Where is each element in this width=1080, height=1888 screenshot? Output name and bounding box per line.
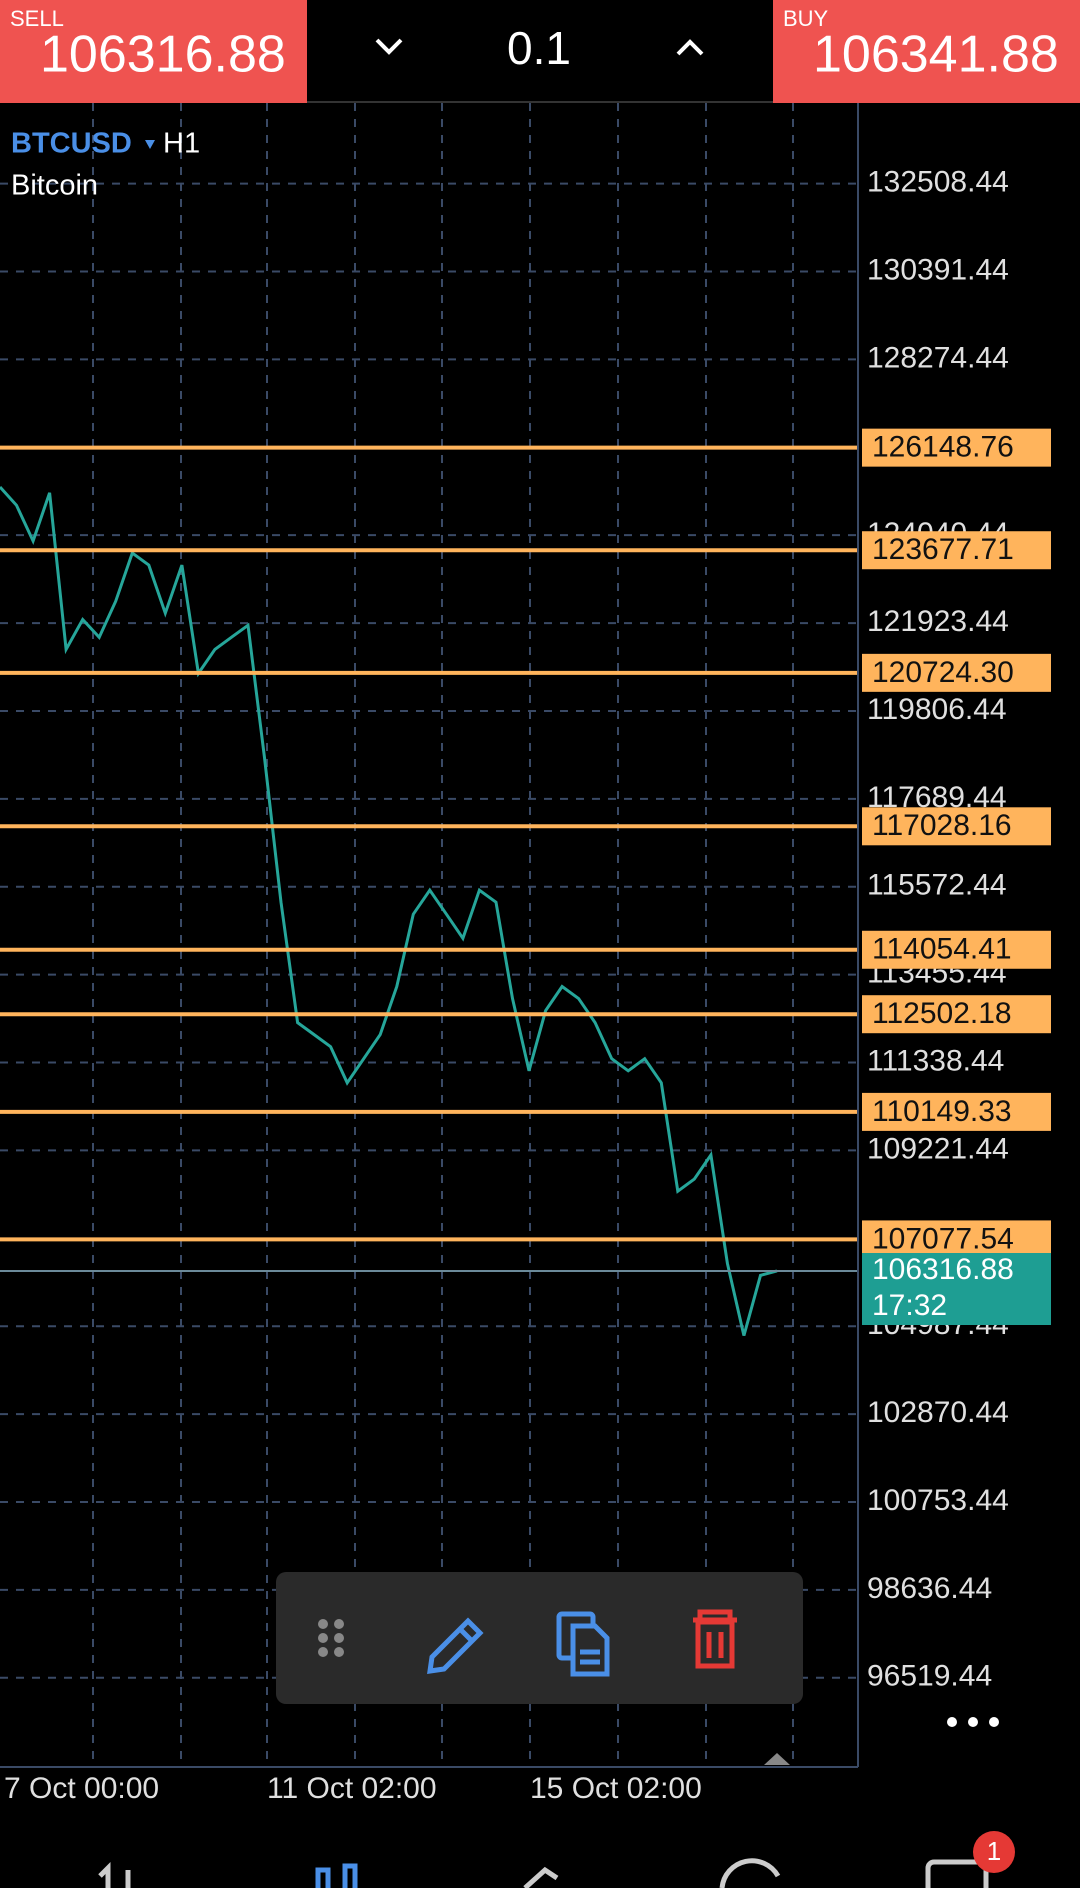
edit-button[interactable] bbox=[427, 1617, 484, 1674]
y-tick-label: 98636.44 bbox=[867, 1572, 992, 1605]
y-tick-label: 115572.44 bbox=[867, 869, 1007, 902]
level-label: 110149.33 bbox=[872, 1095, 1012, 1128]
sell-button[interactable] bbox=[0, 0, 307, 103]
buy-button[interactable] bbox=[773, 0, 1080, 103]
level-label: 117028.16 bbox=[872, 809, 1012, 842]
buy-price: 106341.88 bbox=[813, 26, 1059, 84]
y-tick-label: 132508.44 bbox=[867, 166, 1009, 199]
level-label: 123677.71 bbox=[872, 533, 1014, 566]
badge bbox=[973, 1831, 1015, 1873]
y-tick-label: 109221.44 bbox=[867, 1132, 1009, 1165]
more-button[interactable] bbox=[947, 1717, 999, 1727]
object-toolbar bbox=[276, 1572, 803, 1704]
lot-increase[interactable] bbox=[676, 39, 704, 56]
y-tick-label: 100753.44 bbox=[867, 1484, 1009, 1517]
level-label-box bbox=[862, 807, 1051, 846]
level-label: 112502.18 bbox=[872, 997, 1012, 1030]
current-price-label: 106316.88 bbox=[872, 1253, 1014, 1286]
x-tick-label: 7 Oct 00:00 bbox=[4, 1772, 159, 1805]
x-tick-label: 15 Oct 02:00 bbox=[530, 1772, 702, 1805]
level-label: 126148.76 bbox=[872, 431, 1014, 464]
y-tick-label: 130391.44 bbox=[867, 253, 1009, 286]
level-label-box bbox=[862, 1220, 1051, 1259]
plot: 126148.76 123677.71 120724.30 117028.16 1140… bbox=[0, 428, 1051, 1336]
level-label: 120724.30 bbox=[872, 656, 1014, 689]
nav-trade[interactable] bbox=[523, 1866, 559, 1888]
symbol[interactable]: BTCUSD bbox=[11, 128, 132, 160]
level-label-box bbox=[862, 930, 1051, 969]
sell-price: 106316.88 bbox=[40, 26, 286, 84]
badge-count: 1 bbox=[987, 1836, 1001, 1866]
lot-decrease[interactable] bbox=[375, 38, 403, 55]
y-tick-label: 102870.44 bbox=[867, 1396, 1009, 1429]
current-price-box bbox=[862, 1253, 1051, 1326]
nav-quotes[interactable] bbox=[98, 1861, 131, 1888]
y-tick-label: 111338.44 bbox=[867, 1044, 1004, 1077]
nav-chart[interactable] bbox=[315, 1863, 358, 1888]
level-label-box bbox=[862, 995, 1051, 1034]
symbol-description: Bitcoin bbox=[11, 170, 98, 202]
symbol-dropdown[interactable] bbox=[145, 140, 155, 149]
scroll-marker bbox=[764, 1753, 790, 1765]
sell-label: SELL bbox=[10, 6, 64, 31]
lot-size[interactable]: 0.1 bbox=[507, 22, 571, 74]
bar-countdown: 17:32 bbox=[872, 1289, 947, 1322]
grid: 132508.44130391.44128274.44124040.441219… bbox=[0, 103, 1009, 1805]
level-label-box bbox=[862, 428, 1051, 467]
x-tick-label: 11 Oct 02:00 bbox=[267, 1772, 437, 1805]
buy-label: BUY bbox=[783, 6, 829, 31]
y-tick-label: 119806.44 bbox=[867, 693, 1007, 726]
y-tick-label: 128274.44 bbox=[867, 341, 1009, 374]
copy-button[interactable] bbox=[556, 1611, 610, 1677]
drag-handle[interactable] bbox=[318, 1619, 344, 1657]
level-label: 114054.41 bbox=[872, 933, 1012, 966]
y-tick-label: 121923.44 bbox=[867, 605, 1009, 638]
level-label: 107077.54 bbox=[872, 1222, 1014, 1255]
level-label-box bbox=[862, 531, 1051, 570]
nav-messages[interactable] bbox=[925, 1859, 989, 1888]
delete-button[interactable] bbox=[693, 1609, 737, 1669]
bottom-nav bbox=[98, 1858, 989, 1888]
nav-history[interactable] bbox=[719, 1858, 781, 1888]
price-line bbox=[0, 485, 778, 1336]
timeframe[interactable]: H1 bbox=[163, 128, 200, 160]
level-label-box bbox=[862, 653, 1051, 692]
level-label-box bbox=[862, 1092, 1051, 1131]
y-tick-label: 96519.44 bbox=[867, 1660, 992, 1693]
